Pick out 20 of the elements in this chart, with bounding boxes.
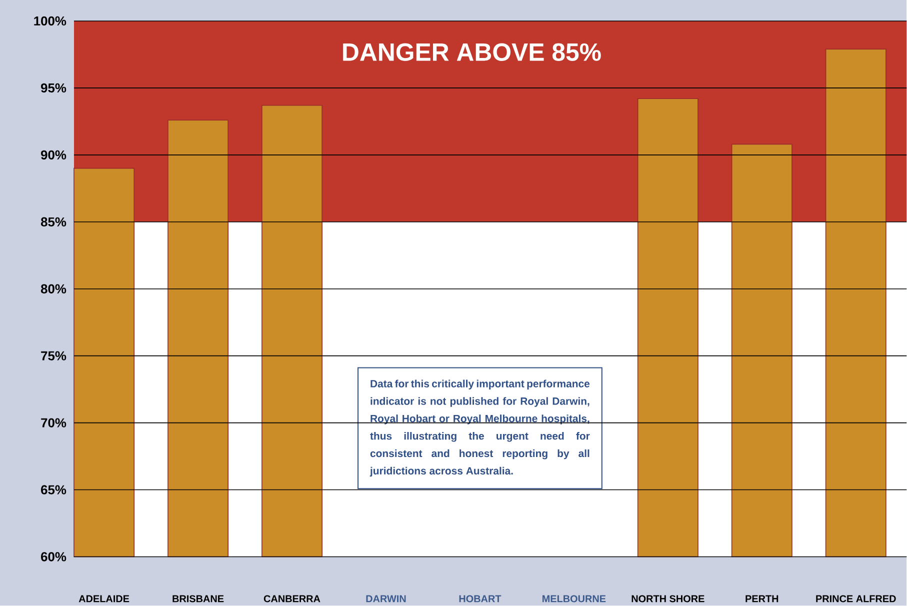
x-tick-label: HOBART (459, 595, 502, 602)
x-tick-label: MELBOURNE (542, 595, 606, 602)
y-tick-label: 95% (40, 84, 66, 93)
x-tick-label: PRINCE ALFRED (816, 595, 896, 602)
y-tick-label: 80% (40, 284, 66, 294)
y-tick-label: 100% (34, 16, 66, 26)
x-tick-label: DARWIN (366, 595, 406, 602)
y-tick-label: 60% (41, 552, 66, 562)
x-tick-label: CANBERRA (264, 595, 320, 602)
x-tick-label: BRISBANE (172, 595, 224, 602)
x-tick-label: PERTH (746, 595, 778, 602)
x-tick-label: NORTH SHORE (632, 595, 704, 602)
y-tick-label: 70% (41, 418, 66, 428)
y-tick-label: 90% (40, 150, 66, 160)
y-tick-label: 75% (41, 351, 66, 361)
annotation: Data for this critically important performance indicator is not published for Royal Darwin, Royal Hobart or Royal Melbourne hospitals, thus illustrating the urgent need for consistent and honest reporting by all juridictions across Australia. (370, 380, 590, 477)
x-tick-label: ADELAIDE (78, 595, 130, 602)
y-tick-label: 85% (40, 217, 66, 227)
band-label: DANGER ABOVE 85% (343, 43, 601, 62)
y-tick-label: 65% (41, 485, 66, 494)
